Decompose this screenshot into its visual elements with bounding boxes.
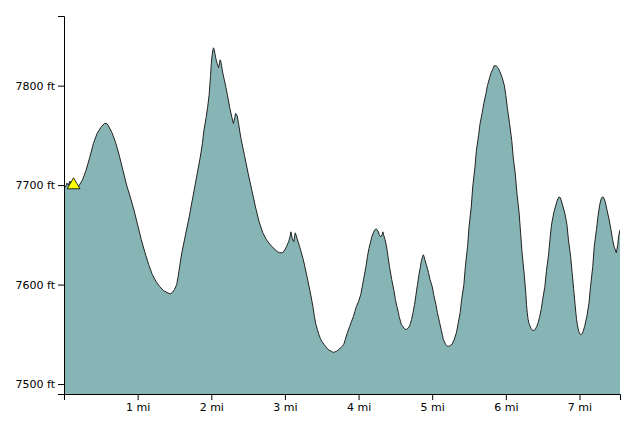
tick-label: 5 mi [421,401,445,414]
area-fill [64,48,620,394]
tick-label: 7 mi [568,401,592,414]
chart: 1 mi 2 mi 3 mi 4 mi 5 mi 6 mi 7 mi 7500 ft 7600 … [0,0,640,426]
tick-mark [506,394,507,400]
tick: 7 mi [568,394,592,414]
tick: 3 mi [273,394,297,414]
marks [64,48,620,394]
tick-label: 3 mi [273,401,297,414]
tick: 6 mi [494,394,518,414]
plot: 1 mi 2 mi 3 mi 4 mi 5 mi 6 mi 7 mi 7500 ft 7600 … [16,17,621,414]
tick: 5 mi [421,394,445,414]
axis-line [58,17,65,395]
tick-mark [138,394,139,400]
tick: 7700 ft [16,179,64,192]
profile-line [64,48,620,352]
tick-mark [58,285,64,286]
tick: 1 mi [126,394,150,414]
tick-mark [285,394,286,400]
tick: 7600 ft [16,279,64,292]
tick-mark [58,86,64,87]
tick-mark [58,384,64,385]
tick-mark [359,394,360,400]
tick-label: 6 mi [494,401,518,414]
tick-label: 7800 ft [16,80,56,93]
axis-line [65,395,621,401]
tick-mark [58,185,64,186]
tick-mark [432,394,433,400]
tick-label: 7500 ft [16,378,56,391]
tick-mark [211,394,212,400]
tick-label: 1 mi [126,401,150,414]
tick: 4 mi [347,394,371,414]
y-axis: 7500 ft 7600 ft 7700 ft 7800 ft [16,17,65,395]
tick: 2 mi [200,394,224,414]
tick: 7500 ft [16,378,64,391]
x-axis: 1 mi 2 mi 3 mi 4 mi 5 mi 6 mi 7 mi [65,394,621,414]
tick-label: 2 mi [200,401,224,414]
tick-mark [579,394,580,400]
tick: 7800 ft [16,80,64,93]
tick-label: 7600 ft [16,279,56,292]
marker [67,178,80,189]
tick-label: 4 mi [347,401,371,414]
tick-label: 7700 ft [16,179,56,192]
